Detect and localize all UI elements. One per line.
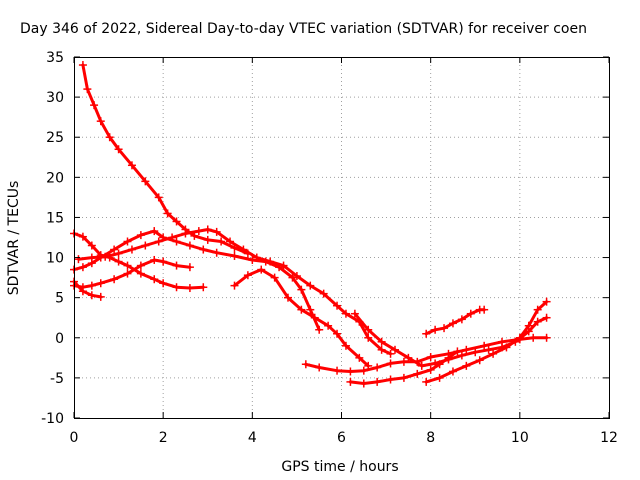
- series-trace: [72, 280, 103, 299]
- x-tick-label: 10: [511, 430, 529, 446]
- series-arc-11: [422, 297, 551, 386]
- series-arc-7: [230, 265, 373, 370]
- series-arc-1: [78, 61, 252, 258]
- y-tick-label: 20: [46, 170, 64, 186]
- x-axis-label: GPS time / hours: [281, 459, 398, 475]
- y-tick-label: 10: [46, 251, 64, 267]
- y-tick-label: 0: [55, 331, 64, 347]
- y-tick-label: 5: [55, 291, 64, 307]
- x-tick-label: 0: [70, 430, 79, 446]
- series-trace: [81, 63, 250, 255]
- series-arc-6: [74, 225, 395, 358]
- x-tick-label: 8: [426, 430, 435, 446]
- series-arc-8: [301, 333, 551, 376]
- x-tick-label: 4: [248, 430, 257, 446]
- series-trace: [233, 268, 370, 368]
- chart-title: Day 346 of 2022, Sidereal Day-to-day VTE…: [20, 21, 587, 37]
- data-series: [70, 61, 551, 388]
- y-axis-label: SDTVAR / TECUs: [6, 181, 22, 296]
- y-tick-label: 35: [46, 50, 64, 66]
- series-trace: [348, 349, 459, 385]
- y-tick-label: 30: [46, 90, 64, 106]
- series-arc-10: [346, 347, 462, 388]
- y-tick-label: -5: [50, 371, 64, 387]
- y-tick-label: 15: [46, 210, 64, 226]
- grid: [74, 57, 609, 418]
- y-tick-label: -10: [41, 411, 64, 427]
- series-arc-12: [422, 305, 489, 338]
- x-tick-label: 2: [159, 430, 168, 446]
- axis-ticks: 0 2 4 6 8 10 12 -10 -5 0 5 10 15 20 25 30 35: [41, 50, 618, 446]
- x-tick-label: 12: [600, 430, 618, 446]
- y-tick-label: 25: [46, 130, 64, 146]
- series-arc-2: [70, 229, 208, 293]
- series-trace: [424, 300, 549, 384]
- x-tick-label: 6: [337, 430, 346, 446]
- series-arc-3: [70, 255, 194, 292]
